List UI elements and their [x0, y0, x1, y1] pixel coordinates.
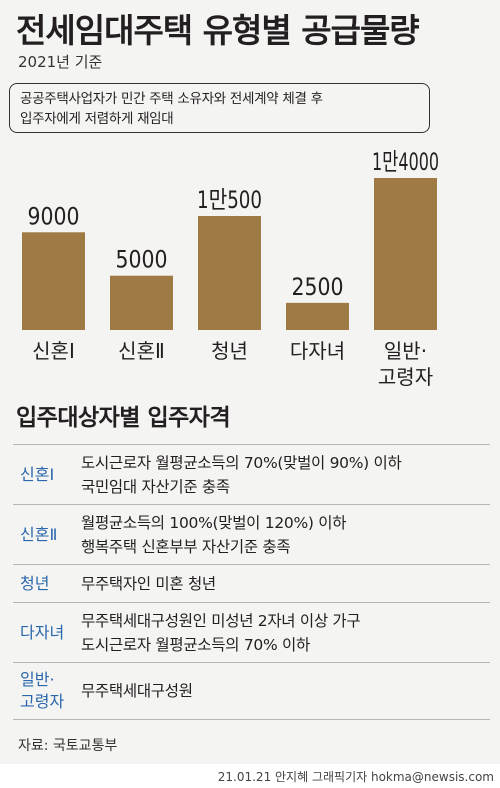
source-note: 자료: 국토교통부 [18, 738, 118, 754]
bar-2 [198, 216, 261, 330]
bar-value-label-0: 9000 [28, 202, 80, 230]
bar-chart: 9000 신혼Ⅰ 5000 신혼Ⅱ 1만500 청년 2500 다자녀 1만4000 일반·고령자 [22, 148, 439, 389]
row-label: 청년 [13, 573, 77, 595]
row-label-line: 신혼Ⅰ [20, 464, 55, 484]
row-description-line: 국민임대 자산기준 충족 [81, 477, 230, 496]
category-label-0: 신혼Ⅰ [32, 339, 75, 363]
category-label-4: 일반· [384, 339, 427, 363]
category-label-2: 청년 [211, 339, 248, 363]
row-description-line: 무주택세대구성원인 미성년 2자녀 이상 가구 [81, 611, 361, 630]
bar-value-label-4: 1만4000 [372, 148, 439, 176]
row-label-line: 일반· [20, 670, 55, 689]
bar-0 [22, 232, 85, 330]
section-title: 입주대상자별 입주자격 [16, 405, 231, 431]
bar-value-label-2: 1만500 [197, 186, 262, 214]
category-label-4-line-1: 고령자 [378, 365, 433, 389]
note-box: 공공주택사업자가 민간 주택 소유자와 전세계약 체결 후 입주자에게 저렴하게… [9, 83, 430, 133]
category-label-3: 다자녀 [290, 339, 345, 363]
credit-line: 21.01.21 안지혜 그래픽기자 hokma@newsis.com [217, 770, 494, 784]
row-description-line: 도시근로자 월평균소득의 70%(맞벌이 90%) 이하 [81, 453, 402, 472]
table-row: 일반· 고령자 무주택세대구성원 [13, 662, 490, 720]
row-description-line: 무주택세대구성원 [81, 682, 193, 700]
row-label: 신혼Ⅰ [13, 464, 77, 486]
note-line-1: 공공주택사업자가 민간 주택 소유자와 전세계약 체결 후 [20, 91, 323, 107]
category-label-1: 신혼Ⅱ [118, 339, 165, 363]
row-description-line: 무주택자인 미혼 청년 [81, 574, 216, 593]
row-label-line: 고령자 [20, 692, 65, 711]
row-label-line: 청년 [20, 573, 50, 593]
row-description: 무주택세대구성원 [77, 679, 193, 703]
page-title: 전세임대주택 유형별 공급물량 [16, 11, 420, 50]
bar-4 [374, 178, 437, 330]
row-label-line: 다자녀 [20, 622, 65, 642]
row-label: 일반· 고령자 [13, 669, 77, 713]
row-description-line: 월평균소득의 100%(맞벌이 120%) 이하 [81, 513, 347, 532]
row-label: 신혼Ⅱ [13, 524, 77, 546]
bar-3 [286, 302, 349, 330]
page-subtitle: 2021년 기준 [18, 53, 103, 71]
bar-1 [110, 275, 173, 330]
row-label: 다자녀 [13, 622, 77, 644]
table-row: 청년 무주택자인 미혼 청년 [13, 564, 490, 602]
bar-value-label-1: 5000 [116, 246, 168, 274]
row-label-line: 신혼Ⅱ [20, 524, 58, 544]
row-description: 무주택자인 미혼 청년 [77, 572, 216, 596]
bar-value-label-3: 2500 [292, 273, 344, 301]
row-description-line: 행복주택 신혼부부 자산기준 충족 [81, 537, 291, 556]
note-line-2: 입주자에게 저렴하게 재임대 [20, 111, 174, 127]
row-description-line: 도시근로자 월평균소득의 70% 이하 [81, 635, 310, 654]
